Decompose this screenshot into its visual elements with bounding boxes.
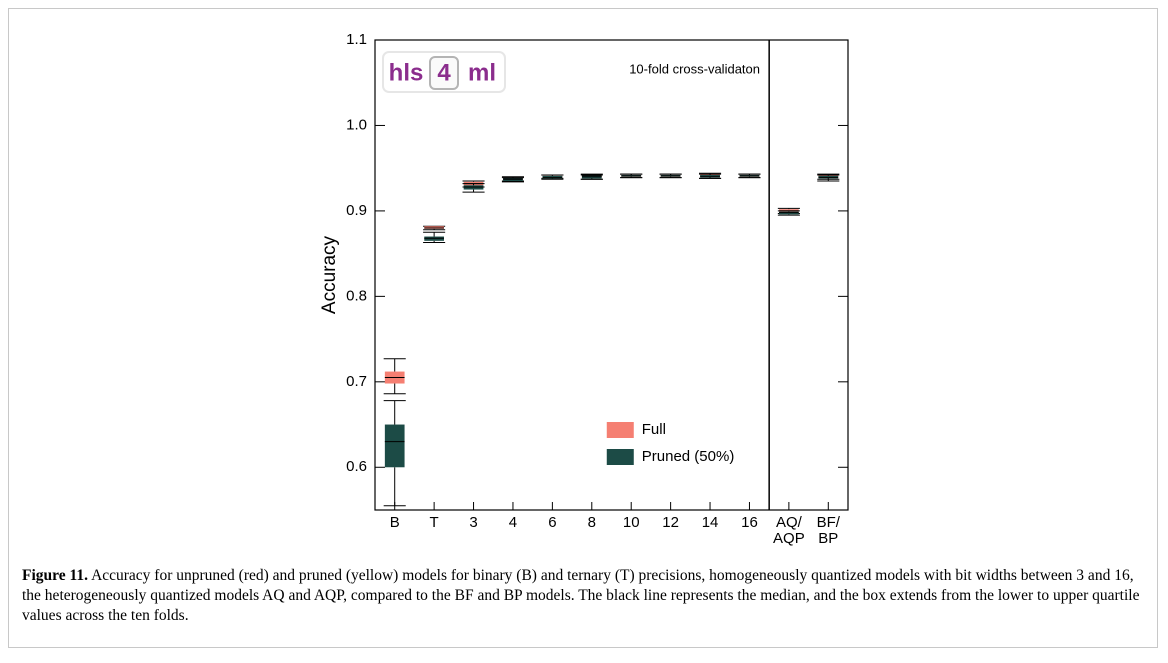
box-group <box>501 177 524 183</box>
plot-frame <box>374 39 849 511</box>
box-group <box>699 173 722 179</box>
box <box>384 424 405 468</box>
x-tick-label: 12 <box>662 514 679 531</box>
box-group <box>659 173 682 179</box>
y-tick-label: 0.8 <box>346 287 367 304</box>
x-tick-label: 8 <box>587 514 596 531</box>
x-tick-label: 10 <box>622 514 640 531</box>
legend-swatch <box>606 422 634 438</box>
caption-label: Figure 11. <box>22 567 89 584</box>
logo-text: 4 <box>437 59 451 86</box>
x-tick-label: B <box>389 514 400 531</box>
box-group <box>423 231 446 244</box>
y-tick-label: 1.1 <box>346 31 367 48</box>
box-group <box>383 400 406 507</box>
legend-label: Full <box>642 421 666 438</box>
y-axis-label: Accuracy <box>319 235 340 314</box>
box-group <box>580 174 603 180</box>
caption-text: Accuracy for unpruned (red) and pruned (… <box>22 567 1140 624</box>
y-tick-label: 0.9 <box>346 202 367 219</box>
box-group <box>620 173 643 179</box>
box-group <box>777 210 800 216</box>
x-tick-label: BF/ BP <box>816 514 840 547</box>
box-group <box>423 225 446 231</box>
logo-chip <box>429 56 459 90</box>
box-group <box>383 358 406 395</box>
y-tick-label: 1.0 <box>346 116 367 133</box>
annotation: 10-fold cross-validaton <box>629 61 760 76</box>
y-tick-label: 0.6 <box>346 458 367 475</box>
box-group <box>738 173 761 179</box>
box-group <box>462 183 485 193</box>
logo-text: ml <box>468 59 496 86</box>
legend-label: Pruned (50%) <box>642 448 735 465</box>
logo: hls 4 ml <box>382 51 506 93</box>
figure-frame <box>8 8 1158 648</box>
x-tick-label: AQ/ AQP <box>773 514 805 547</box>
x-tick-label: 6 <box>548 514 557 531</box>
logo-text: hls <box>389 59 424 86</box>
x-tick-label: 14 <box>701 514 719 531</box>
box-group <box>817 174 840 182</box>
x-tick-label: T <box>429 514 439 531</box>
x-tick-label: 16 <box>741 514 758 531</box>
y-tick-label: 0.7 <box>346 373 367 390</box>
legend-swatch <box>606 449 634 465</box>
caption: Figure 11. Accuracy for unpruned (red) a… <box>22 566 1147 626</box>
chart: 10-fold cross-validaton Accuracy hls 4 m… <box>319 31 849 511</box>
box-group <box>541 174 564 180</box>
x-tick-label: 3 <box>469 514 478 531</box>
x-tick-label: 4 <box>508 514 518 531</box>
logo-frame <box>382 51 506 93</box>
